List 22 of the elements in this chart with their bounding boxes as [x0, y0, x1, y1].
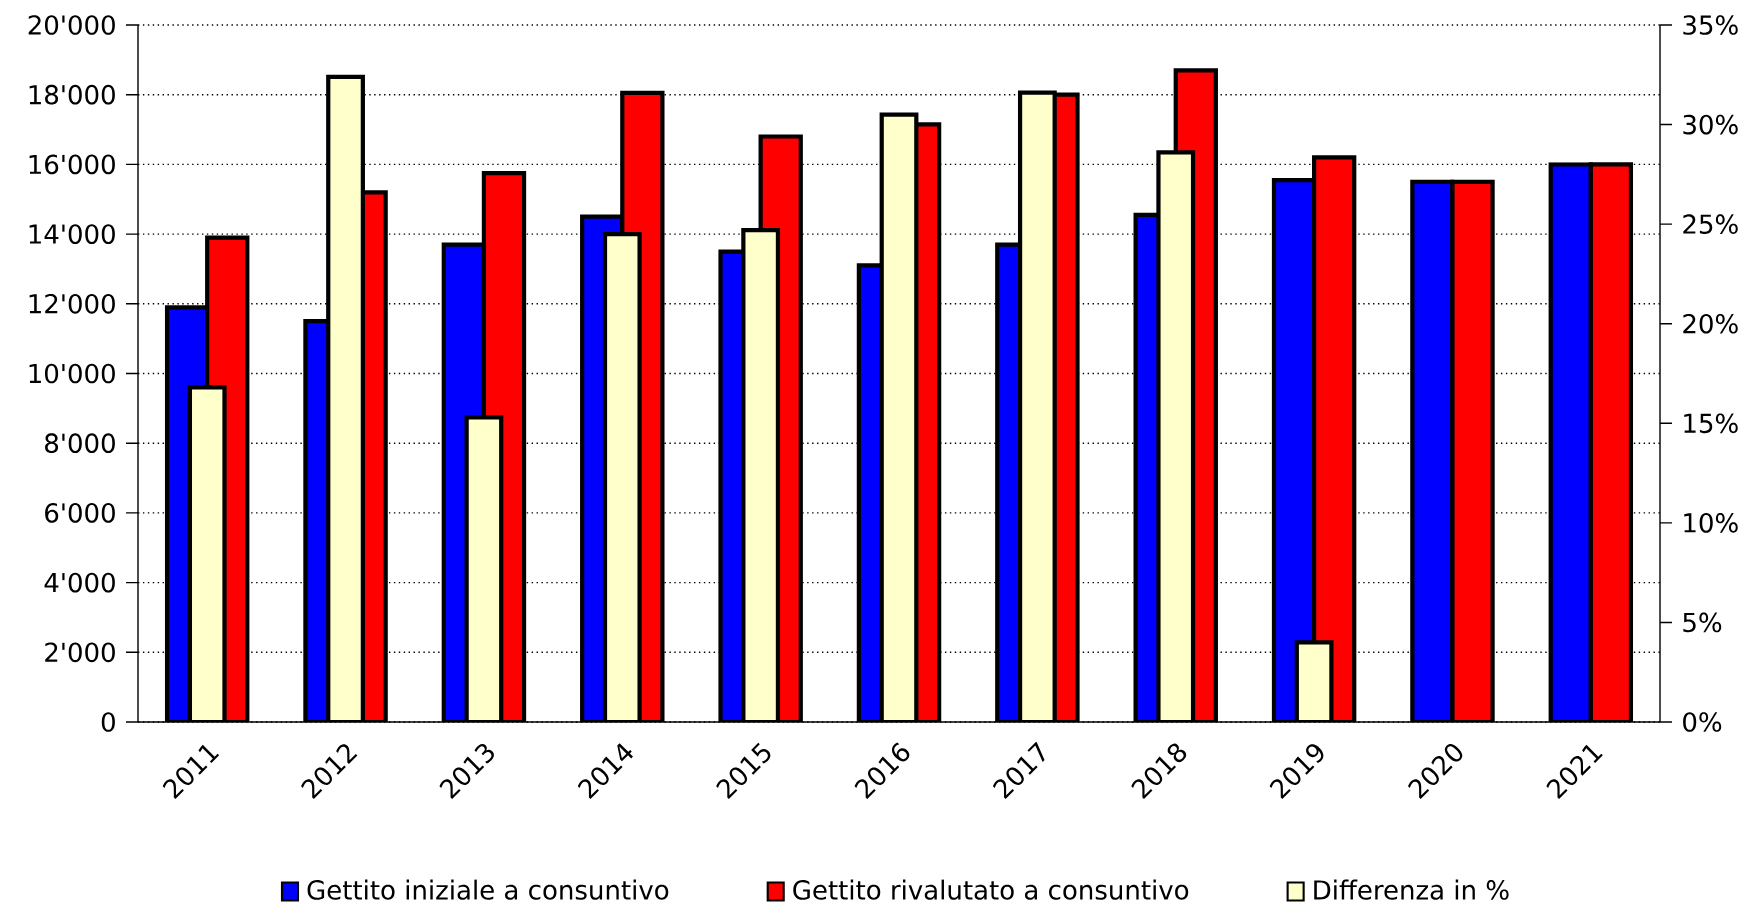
- y-tick-label: 16'000: [29, 154, 115, 175]
- y-tick-label: 4'000: [44, 572, 115, 593]
- legend-label: Gettito rivalutato a consuntivo: [793, 879, 1189, 900]
- y2-tick-label: 20%: [1683, 313, 1738, 334]
- y-tick-label: 12'000: [29, 293, 115, 314]
- y-tick-label: 8'000: [45, 433, 115, 453]
- y-tick-label: 10'000: [29, 363, 115, 384]
- y2-tick-label: 15%: [1684, 413, 1738, 433]
- legend-label: Differenza in %: [1314, 879, 1509, 900]
- y2-tick-label: 25%: [1683, 214, 1738, 234]
- y-tick-label: 14'000: [29, 224, 115, 244]
- y2-tick-label: 0%: [1683, 712, 1722, 732]
- y-tick-label: 0: [101, 712, 115, 732]
- y-tick-label: 20'000: [28, 14, 115, 35]
- y2-tick-label: 35%: [1683, 15, 1738, 35]
- y2-tick-label: 5%: [1683, 612, 1722, 633]
- y2-tick-label: 30%: [1683, 114, 1738, 135]
- legend-label: Gettito iniziale a consuntivo: [307, 879, 669, 900]
- y2-tick-label: 10%: [1684, 512, 1738, 533]
- y-tick-label: 18'000: [29, 84, 115, 105]
- y-tick-label: 6'000: [45, 502, 115, 523]
- y-tick-label: 2'000: [45, 642, 115, 662]
